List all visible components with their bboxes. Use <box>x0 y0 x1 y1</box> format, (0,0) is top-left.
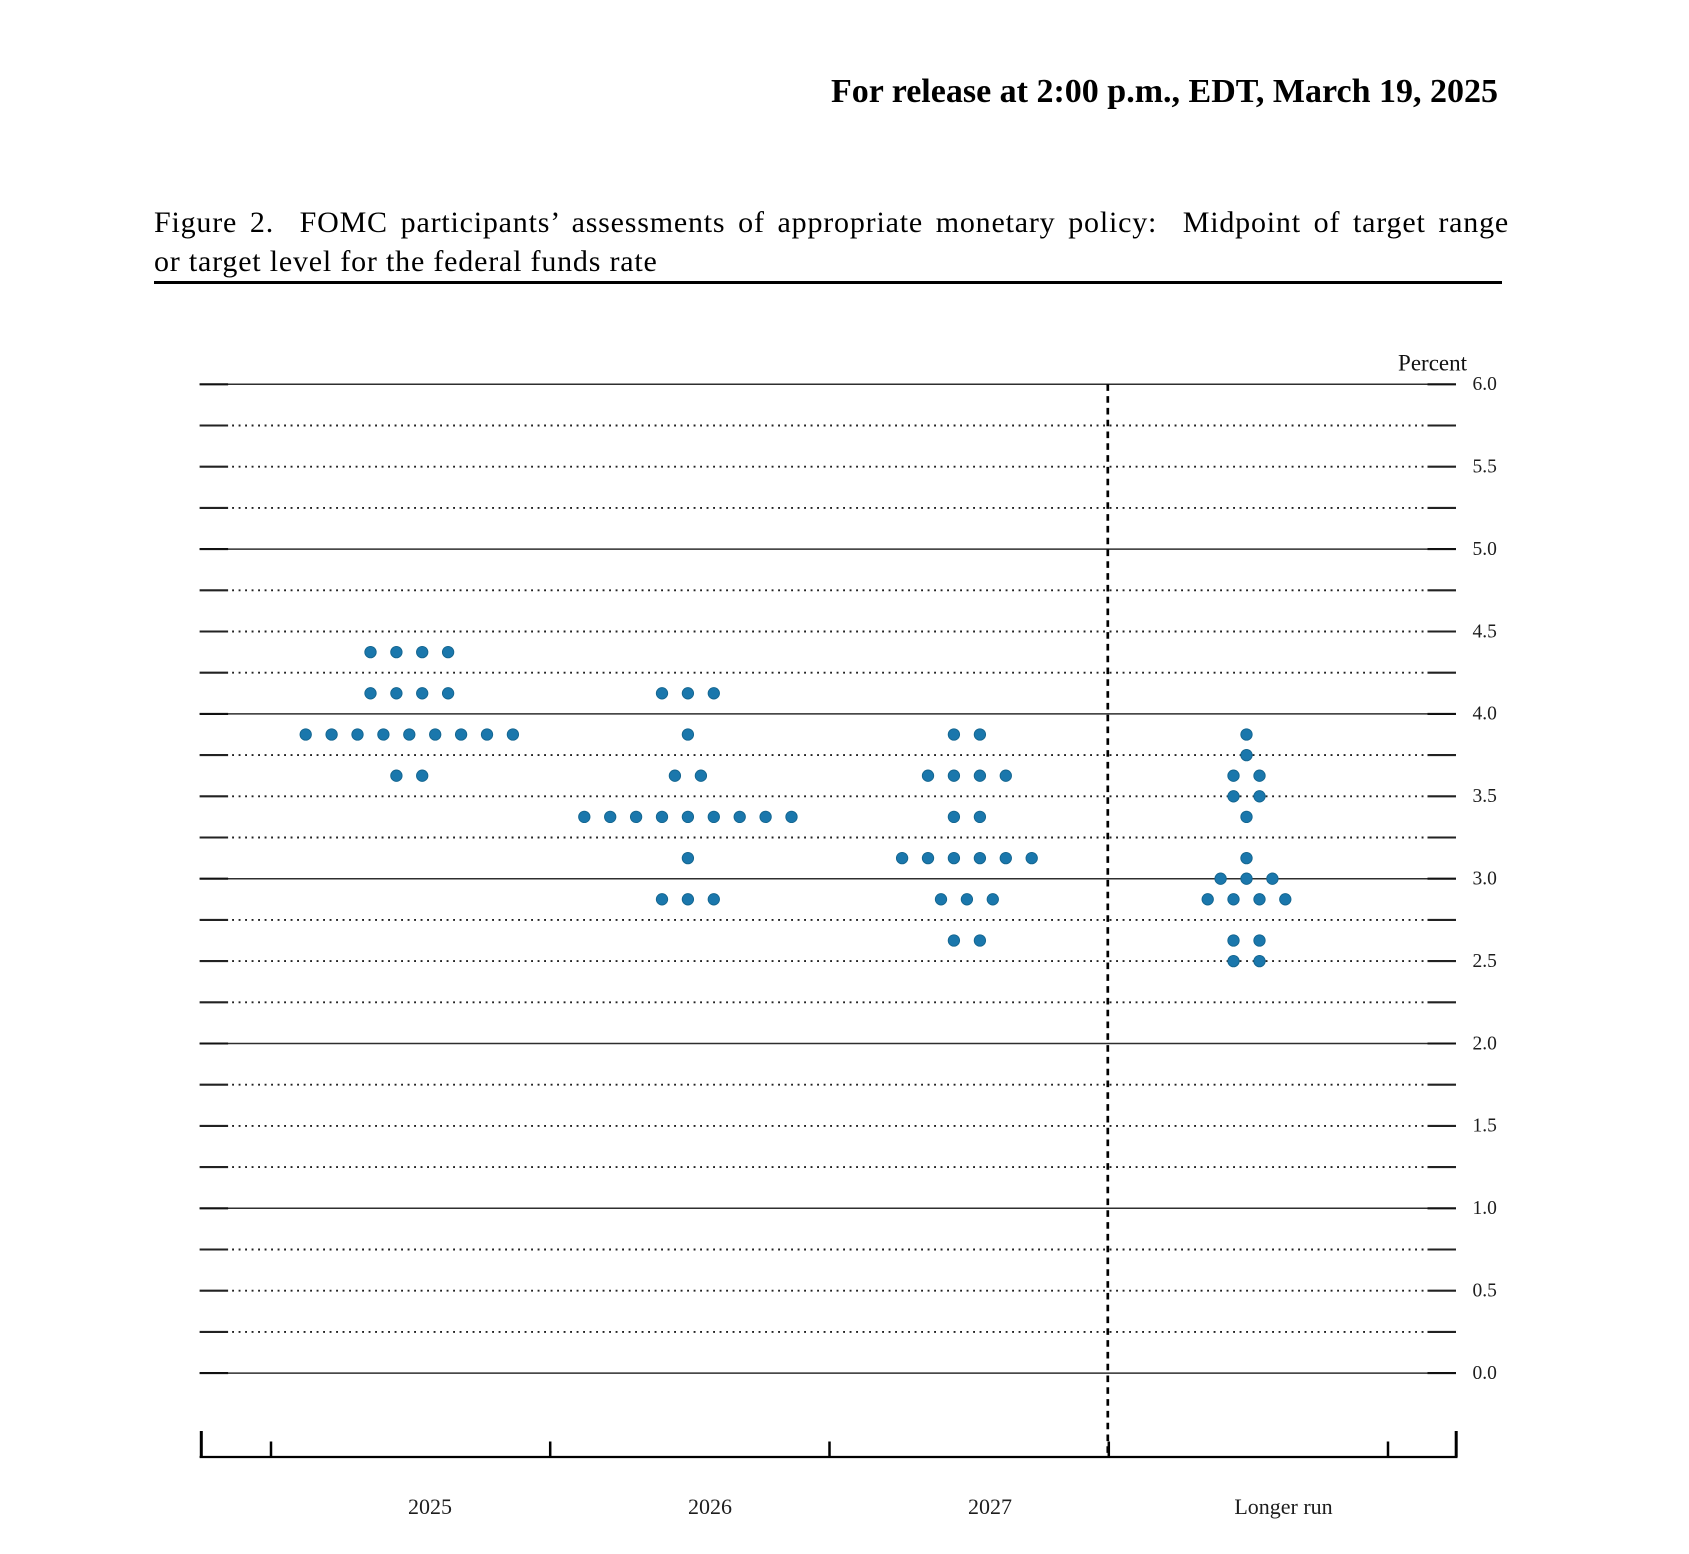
svg-text:3.5: 3.5 <box>1473 786 1497 807</box>
svg-text:Longer run: Longer run <box>1234 1494 1332 1519</box>
svg-text:2.0: 2.0 <box>1473 1033 1497 1054</box>
svg-text:4.0: 4.0 <box>1473 704 1497 725</box>
svg-text:1.5: 1.5 <box>1473 1116 1497 1137</box>
svg-text:0.5: 0.5 <box>1473 1281 1497 1302</box>
svg-text:0.0: 0.0 <box>1473 1363 1497 1384</box>
svg-text:3.0: 3.0 <box>1473 869 1497 890</box>
svg-text:4.5: 4.5 <box>1473 621 1497 642</box>
svg-text:Percent: Percent <box>1398 351 1468 376</box>
svg-text:1.0: 1.0 <box>1473 1198 1497 1219</box>
svg-text:2.5: 2.5 <box>1473 951 1497 972</box>
svg-text:6.0: 6.0 <box>1473 374 1497 395</box>
svg-text:2026: 2026 <box>688 1494 732 1519</box>
svg-text:5.0: 5.0 <box>1473 539 1497 560</box>
svg-text:2025: 2025 <box>408 1494 452 1519</box>
svg-text:5.5: 5.5 <box>1473 457 1497 478</box>
svg-text:2027: 2027 <box>968 1494 1012 1519</box>
